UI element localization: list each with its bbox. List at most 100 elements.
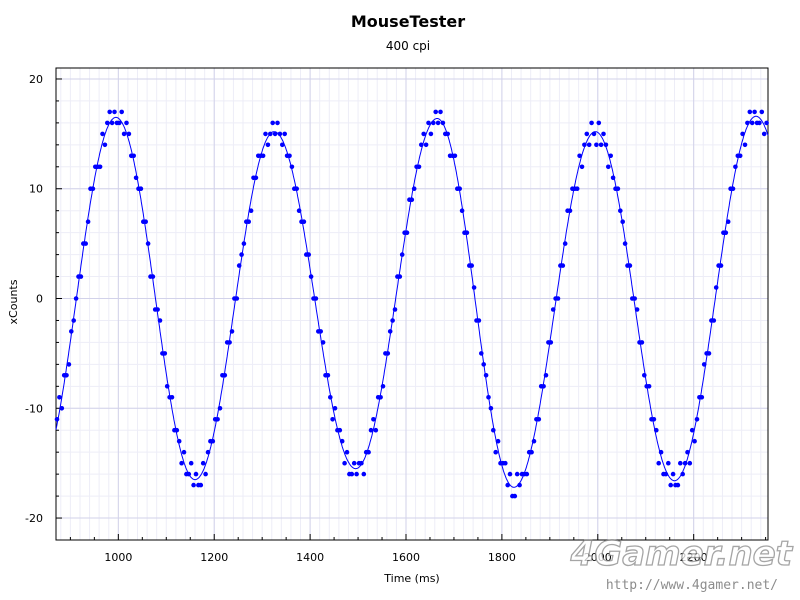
data-point	[131, 153, 136, 159]
data-point	[222, 373, 228, 378]
data-point	[505, 482, 511, 488]
data-point	[404, 230, 410, 235]
data-point	[215, 417, 220, 422]
watermark: 4Gamer.net http://www.4gamer.net/	[569, 533, 794, 593]
data-point	[188, 460, 194, 466]
data-point	[742, 142, 748, 148]
data-point	[411, 186, 417, 191]
y-tick-label: 20	[29, 73, 43, 86]
data-point	[378, 395, 383, 400]
watermark-logo: 4Gamer.net	[570, 534, 794, 574]
data-point	[718, 263, 724, 268]
data-point	[591, 131, 597, 137]
data-point	[642, 373, 647, 378]
data-point	[680, 471, 685, 477]
data-point	[239, 252, 244, 257]
data-point	[543, 373, 549, 378]
data-point	[606, 164, 611, 170]
y-tick-label: -10	[25, 402, 43, 415]
data-point	[423, 142, 429, 148]
data-point	[608, 153, 613, 159]
data-point	[531, 438, 537, 444]
data-point	[548, 340, 554, 345]
data-point	[692, 438, 697, 444]
data-point	[687, 460, 693, 466]
data-point	[745, 120, 750, 126]
data-point	[706, 351, 712, 356]
data-point	[666, 460, 671, 466]
data-point	[330, 417, 335, 422]
data-point	[143, 219, 148, 224]
data-point	[66, 362, 72, 367]
data-point	[102, 142, 108, 148]
data-point	[699, 395, 705, 400]
data-point	[392, 307, 398, 312]
data-point	[191, 482, 196, 488]
data-point	[133, 175, 139, 181]
data-point	[618, 208, 623, 213]
data-point	[371, 417, 376, 422]
data-point	[227, 340, 232, 345]
data-point	[752, 109, 757, 115]
data-point	[479, 351, 484, 356]
data-point	[435, 120, 441, 126]
data-point	[634, 307, 640, 312]
data-point	[632, 296, 637, 301]
data-point	[390, 318, 395, 323]
data-point	[730, 186, 736, 191]
data-point	[646, 384, 652, 389]
data-point	[380, 384, 386, 389]
data-point	[627, 263, 633, 268]
data-point	[399, 252, 405, 257]
data-point	[459, 208, 465, 213]
data-point	[639, 340, 645, 345]
data-point	[464, 230, 470, 235]
data-point	[100, 131, 105, 137]
data-point	[248, 208, 254, 213]
data-point	[85, 219, 91, 224]
data-point	[654, 427, 659, 433]
data-point	[601, 131, 606, 137]
data-point	[351, 460, 357, 466]
data-point	[138, 186, 144, 191]
data-point	[740, 131, 745, 137]
data-point	[759, 109, 765, 115]
data-point	[678, 460, 683, 466]
plot-frame	[55, 67, 769, 541]
data-point	[210, 438, 216, 444]
y-tick-label: 0	[36, 293, 43, 306]
data-point	[416, 164, 422, 170]
data-point	[440, 120, 446, 126]
data-point	[270, 120, 276, 126]
data-point	[174, 427, 180, 433]
data-point	[385, 351, 391, 356]
data-point	[737, 153, 743, 159]
data-point	[747, 109, 753, 115]
data-point	[229, 329, 235, 334]
data-point	[476, 318, 482, 323]
data-point	[491, 427, 496, 433]
data-point	[428, 131, 434, 137]
data-point	[503, 460, 508, 466]
data-point	[594, 142, 599, 148]
x-tick-label: 1000	[104, 551, 132, 564]
data-point	[332, 406, 338, 411]
data-point	[567, 208, 573, 213]
data-point	[368, 427, 374, 433]
x-tick-label: 2200	[680, 551, 708, 564]
data-point	[694, 417, 700, 422]
data-point	[577, 153, 582, 159]
data-point	[121, 131, 127, 137]
data-point	[541, 384, 546, 389]
data-point	[282, 131, 288, 137]
data-point	[337, 427, 343, 433]
data-point	[263, 131, 268, 137]
data-point	[529, 449, 534, 455]
data-point	[507, 471, 513, 477]
data-point	[713, 285, 719, 290]
data-point	[296, 208, 302, 213]
data-point	[339, 438, 345, 444]
data-point	[397, 274, 403, 279]
data-point	[517, 482, 522, 488]
